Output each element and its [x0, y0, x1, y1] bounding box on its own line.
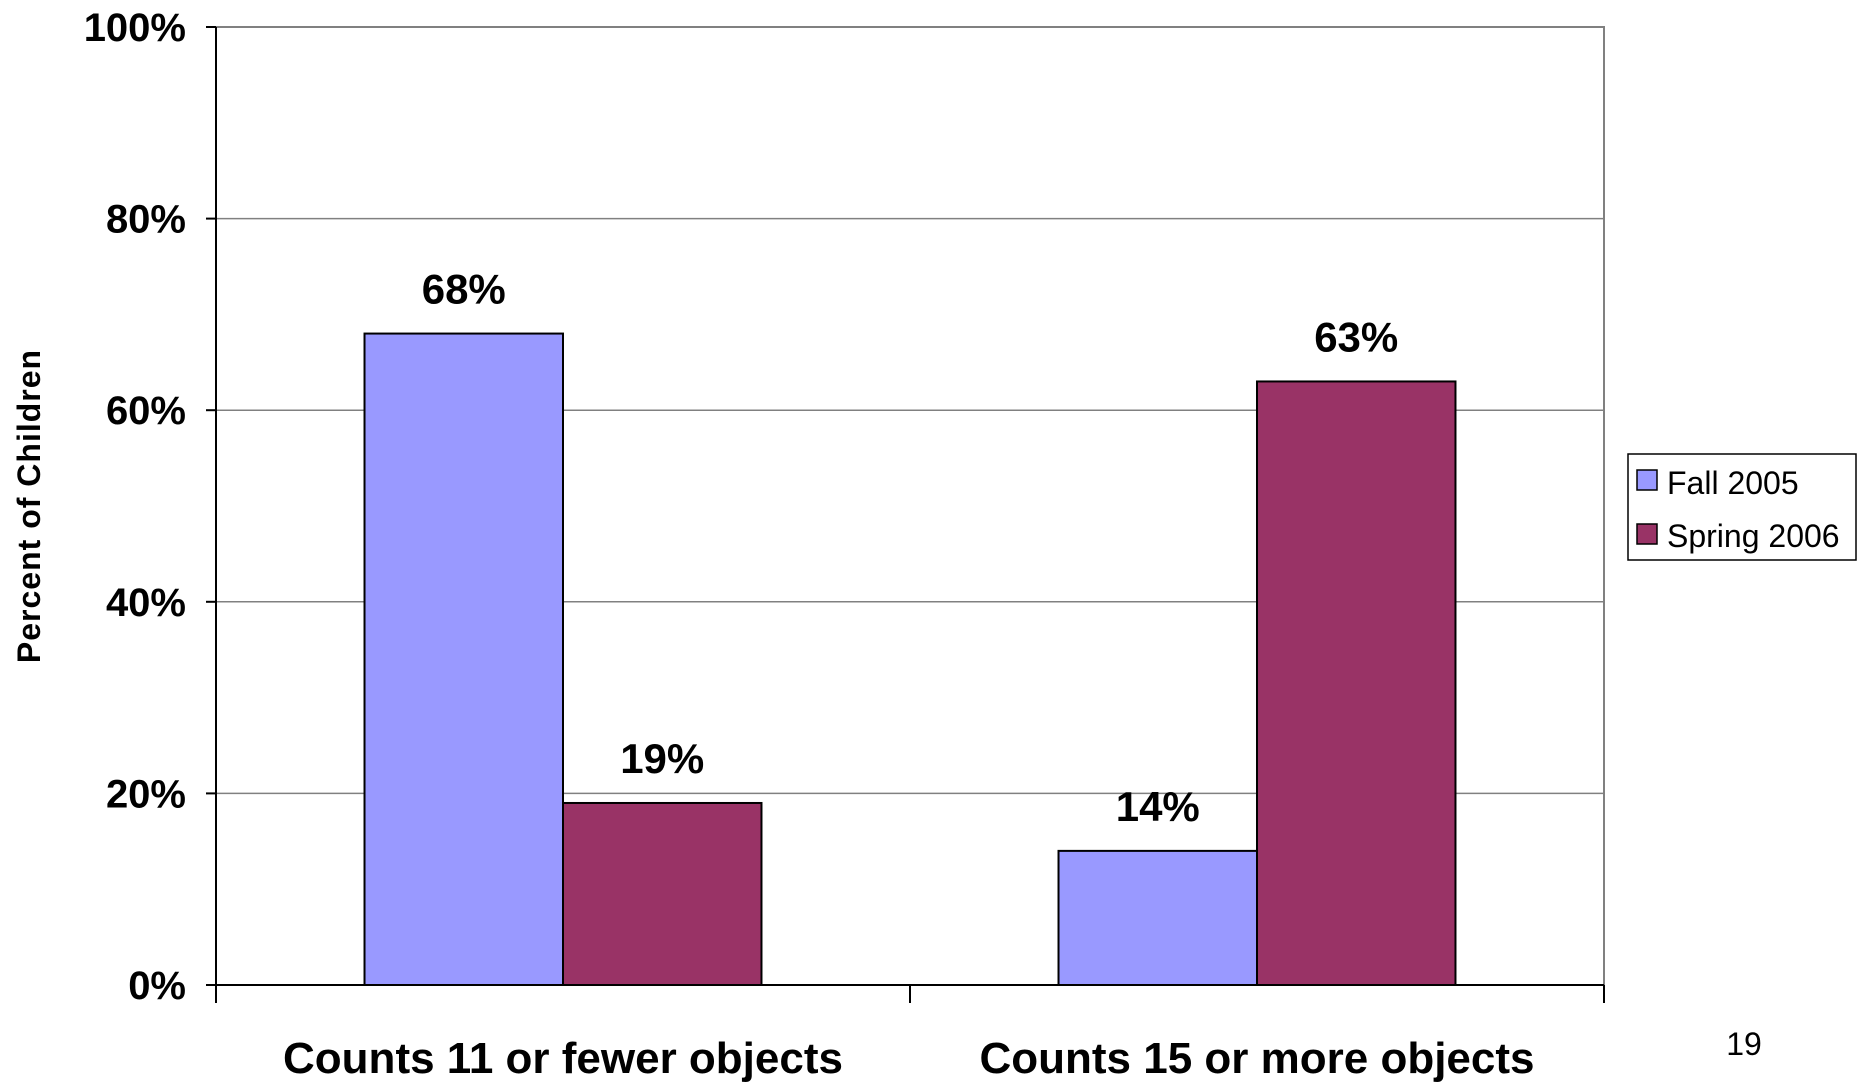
- y-tick-label: 80%: [106, 198, 186, 242]
- y-axis-title: Percent of Children: [11, 349, 47, 663]
- bar: [1256, 380, 1457, 986]
- axes: [206, 26, 1605, 1003]
- legend: Fall 2005 Spring 2006: [1627, 453, 1857, 561]
- bar: [562, 801, 763, 986]
- data-label: 19%: [620, 735, 704, 782]
- legend-swatch-fall-2005: [1636, 469, 1658, 491]
- y-tick-label: 0%: [128, 964, 186, 1008]
- legend-swatch-spring-2006: [1636, 523, 1658, 545]
- y-tick-label: 20%: [106, 772, 186, 816]
- category-label: Counts 15 or more objects: [979, 1034, 1534, 1083]
- data-labels: 68% 19% 14% 63%: [422, 266, 1399, 830]
- data-label: 68%: [422, 266, 506, 313]
- category-label: Counts 11 or fewer objects: [283, 1034, 843, 1083]
- data-label: 14%: [1116, 783, 1200, 830]
- page-number: 19: [1726, 1026, 1762, 1062]
- legend-label-fall-2005: Fall 2005: [1667, 465, 1799, 501]
- category-labels: Counts 11 or fewer objects Counts 15 or m…: [283, 1034, 1534, 1083]
- bar: [363, 332, 564, 986]
- data-label: 63%: [1314, 313, 1398, 360]
- bars: [363, 332, 1457, 986]
- y-tick-label: 100%: [84, 6, 186, 50]
- y-tick-label: 60%: [106, 389, 186, 433]
- y-tick-label: 40%: [106, 581, 186, 625]
- legend-box: [1627, 453, 1857, 561]
- legend-label-spring-2006: Spring 2006: [1667, 518, 1840, 554]
- bar: [1057, 849, 1258, 986]
- y-tick-labels: 0% 20% 40% 60% 80% 100%: [84, 6, 186, 1008]
